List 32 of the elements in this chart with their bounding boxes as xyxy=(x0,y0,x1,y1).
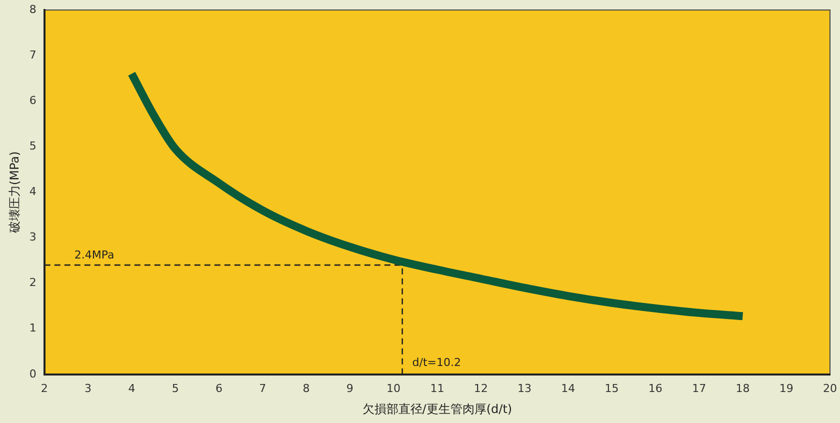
x-tick-label: 17 xyxy=(692,382,706,395)
y-tick-label: 1 xyxy=(29,322,36,335)
x-tick-label: 12 xyxy=(474,382,488,395)
x-axis-title: 欠損部直径/更生管肉厚(d/t) xyxy=(362,402,512,416)
y-tick-label: 5 xyxy=(29,140,36,153)
x-tick-label: 3 xyxy=(84,382,92,395)
x-tick-label: 16 xyxy=(648,382,662,395)
y-tick-label: 4 xyxy=(29,185,36,198)
x-tick-label: 4 xyxy=(128,382,136,395)
x-tick-label: 5 xyxy=(172,382,179,395)
y-tick-label: 3 xyxy=(29,230,36,244)
x-tick-label: 15 xyxy=(604,382,619,395)
x-tick-label: 9 xyxy=(346,382,354,395)
y-tick-label: 7 xyxy=(29,48,36,62)
y-tick-label: 2 xyxy=(29,276,36,290)
ref-line-label: d/t=10.2 xyxy=(412,356,462,369)
x-tick-label: 10 xyxy=(386,382,401,395)
x-tick-label: 20 xyxy=(823,382,837,395)
y-tick-label: 8 xyxy=(29,2,36,16)
ref-line-label: 2.4MPa xyxy=(74,248,114,262)
x-tick-label: 6 xyxy=(215,382,222,395)
y-axis-title: 破壊圧力(MPa) xyxy=(7,151,22,234)
y-tick-label: 6 xyxy=(29,94,36,107)
x-tick-label: 14 xyxy=(561,382,576,395)
x-tick-label: 13 xyxy=(517,382,532,395)
x-tick-label: 8 xyxy=(302,382,310,395)
y-tick-label: 0 xyxy=(29,367,36,380)
x-tick-label: 18 xyxy=(736,382,750,395)
x-tick-label: 11 xyxy=(430,382,444,395)
x-tick-label: 7 xyxy=(259,382,266,395)
x-tick-label: 2 xyxy=(40,382,48,395)
x-tick-label: 19 xyxy=(779,382,794,395)
